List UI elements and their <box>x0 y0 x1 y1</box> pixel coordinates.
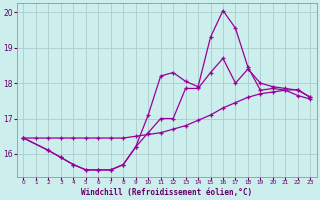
X-axis label: Windchill (Refroidissement éolien,°C): Windchill (Refroidissement éolien,°C) <box>81 188 252 197</box>
